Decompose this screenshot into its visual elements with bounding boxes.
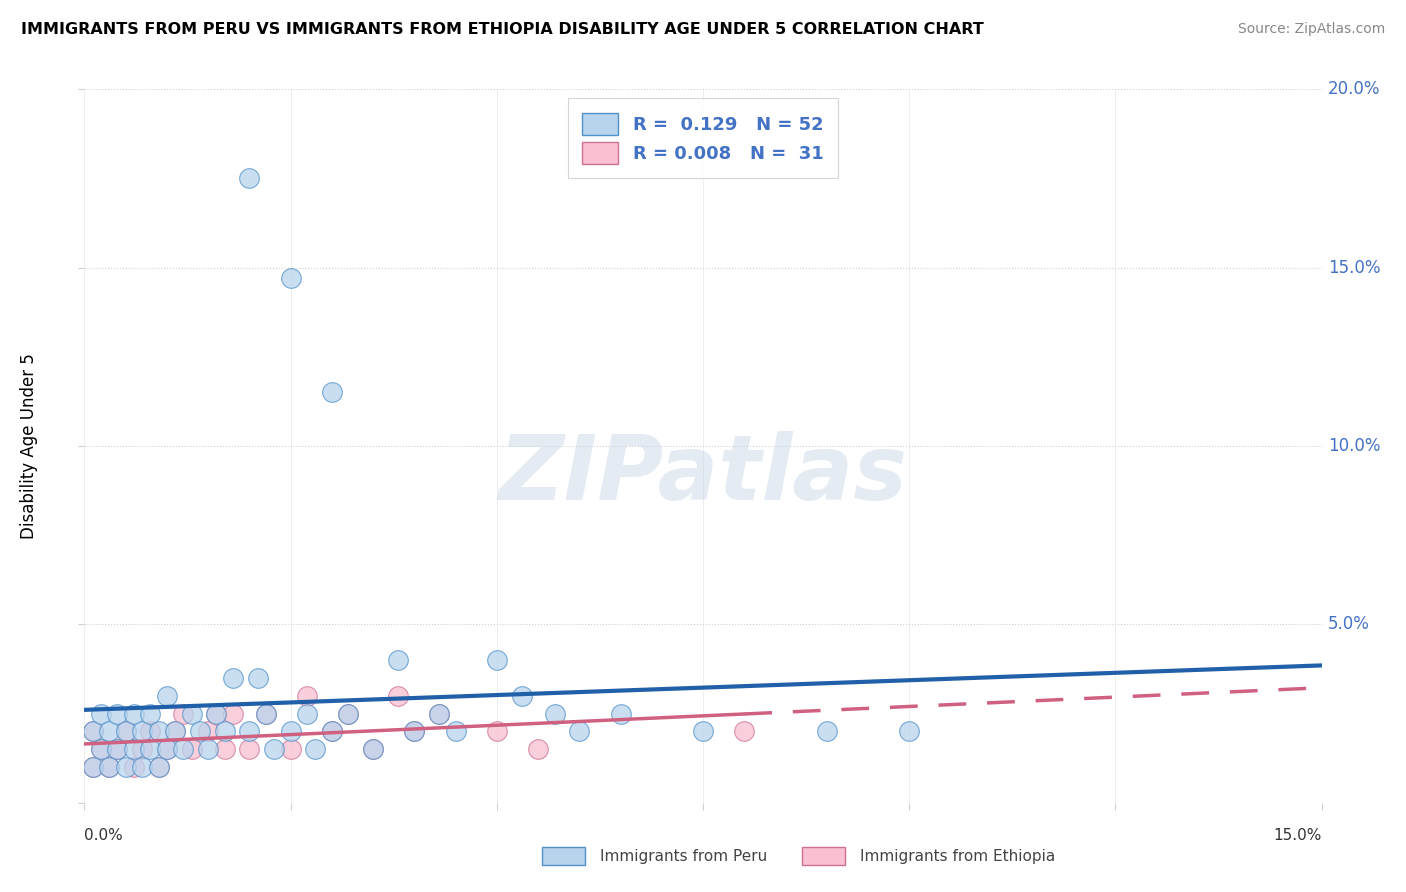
Point [337,706,360,721]
Point [82,760,104,774]
Legend: R =  0.129   N = 52, R = 0.008   N =  31: R = 0.129 N = 52, R = 0.008 N = 31 [568,98,838,178]
Point [733,724,755,739]
Point [197,742,219,756]
Point [263,742,285,756]
Text: 15.0%: 15.0% [1274,828,1322,843]
Point [139,724,162,739]
Point [180,706,202,721]
Point [387,653,409,667]
Point [692,724,714,739]
Point [131,760,153,774]
Point [214,742,236,756]
Text: Source: ZipAtlas.com: Source: ZipAtlas.com [1237,22,1385,37]
Point [485,724,508,739]
Point [321,724,343,739]
Point [898,724,921,739]
Point [427,706,450,721]
Point [82,760,104,774]
Text: 10.0%: 10.0% [1327,437,1381,455]
Point [156,689,179,703]
Point [568,724,591,739]
Point [105,742,128,756]
Point [485,653,508,667]
Text: Disability Age Under 5: Disability Age Under 5 [20,353,38,539]
Point [165,724,187,739]
Point [404,724,426,739]
Point [246,671,269,685]
Text: 0.0%: 0.0% [84,828,124,843]
Text: 5.0%: 5.0% [1327,615,1369,633]
Point [238,724,260,739]
Point [180,742,202,756]
Point [139,742,162,756]
Point [387,689,409,703]
Point [90,742,112,756]
Point [122,760,145,774]
Point [254,706,277,721]
Text: Immigrants from Ethiopia: Immigrants from Ethiopia [860,849,1056,863]
Point [295,706,318,721]
Point [321,724,343,739]
Point [105,706,128,721]
Point [214,724,236,739]
Point [82,724,104,739]
Text: ZIPatlas: ZIPatlas [499,431,907,518]
Point [238,171,260,186]
Point [172,706,194,721]
Point [427,706,450,721]
Point [609,706,631,721]
Point [98,760,121,774]
Point [131,724,153,739]
Point [280,724,302,739]
Point [280,271,302,285]
Point [510,689,533,703]
Point [527,742,550,756]
Point [122,742,145,756]
Point [148,760,170,774]
Point [139,706,162,721]
Point [122,706,145,721]
Point [114,760,136,774]
Point [114,724,136,739]
Point [321,385,343,400]
Text: 20.0%: 20.0% [1327,80,1381,98]
Point [188,724,211,739]
Point [148,760,170,774]
Point [197,724,219,739]
Point [543,706,565,721]
Point [114,724,136,739]
Text: Immigrants from Peru: Immigrants from Peru [600,849,768,863]
Point [82,724,104,739]
Point [156,742,179,756]
Point [90,742,112,756]
Point [131,742,153,756]
Text: IMMIGRANTS FROM PERU VS IMMIGRANTS FROM ETHIOPIA DISABILITY AGE UNDER 5 CORRELAT: IMMIGRANTS FROM PERU VS IMMIGRANTS FROM … [21,22,984,37]
Point [815,724,838,739]
Point [222,706,245,721]
Point [205,706,228,721]
Point [222,671,245,685]
Point [404,724,426,739]
Text: 15.0%: 15.0% [1327,259,1381,277]
Point [165,724,187,739]
Point [205,706,228,721]
Point [105,742,128,756]
Point [304,742,326,756]
Point [98,760,121,774]
Point [90,706,112,721]
Point [361,742,384,756]
Point [148,724,170,739]
Point [156,742,179,756]
Point [280,742,302,756]
Point [98,724,121,739]
Point [361,742,384,756]
FancyBboxPatch shape [543,847,585,865]
Point [295,689,318,703]
Point [254,706,277,721]
Point [337,706,360,721]
Point [444,724,467,739]
Point [172,742,194,756]
FancyBboxPatch shape [801,847,845,865]
Point [238,742,260,756]
